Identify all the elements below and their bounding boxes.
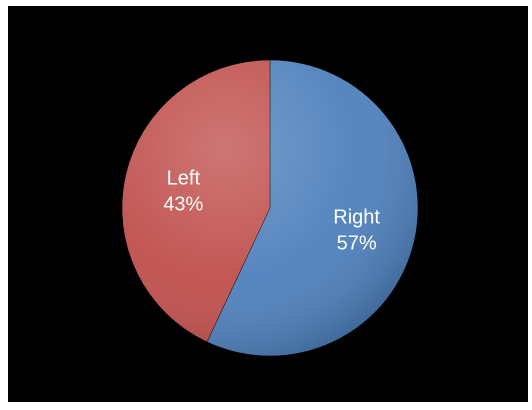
slice-category-label: Right (333, 206, 380, 228)
slice-value-label: 57% (337, 232, 377, 254)
chart-plot-area: Right 57% Left 43% (8, 6, 528, 402)
pie-chart: Right 57% Left 43% (121, 59, 419, 357)
slice-category-label: Left (167, 168, 201, 190)
pie-labels: Right 57% Left 43% (163, 168, 380, 255)
slice-value-label: 43% (163, 194, 203, 216)
